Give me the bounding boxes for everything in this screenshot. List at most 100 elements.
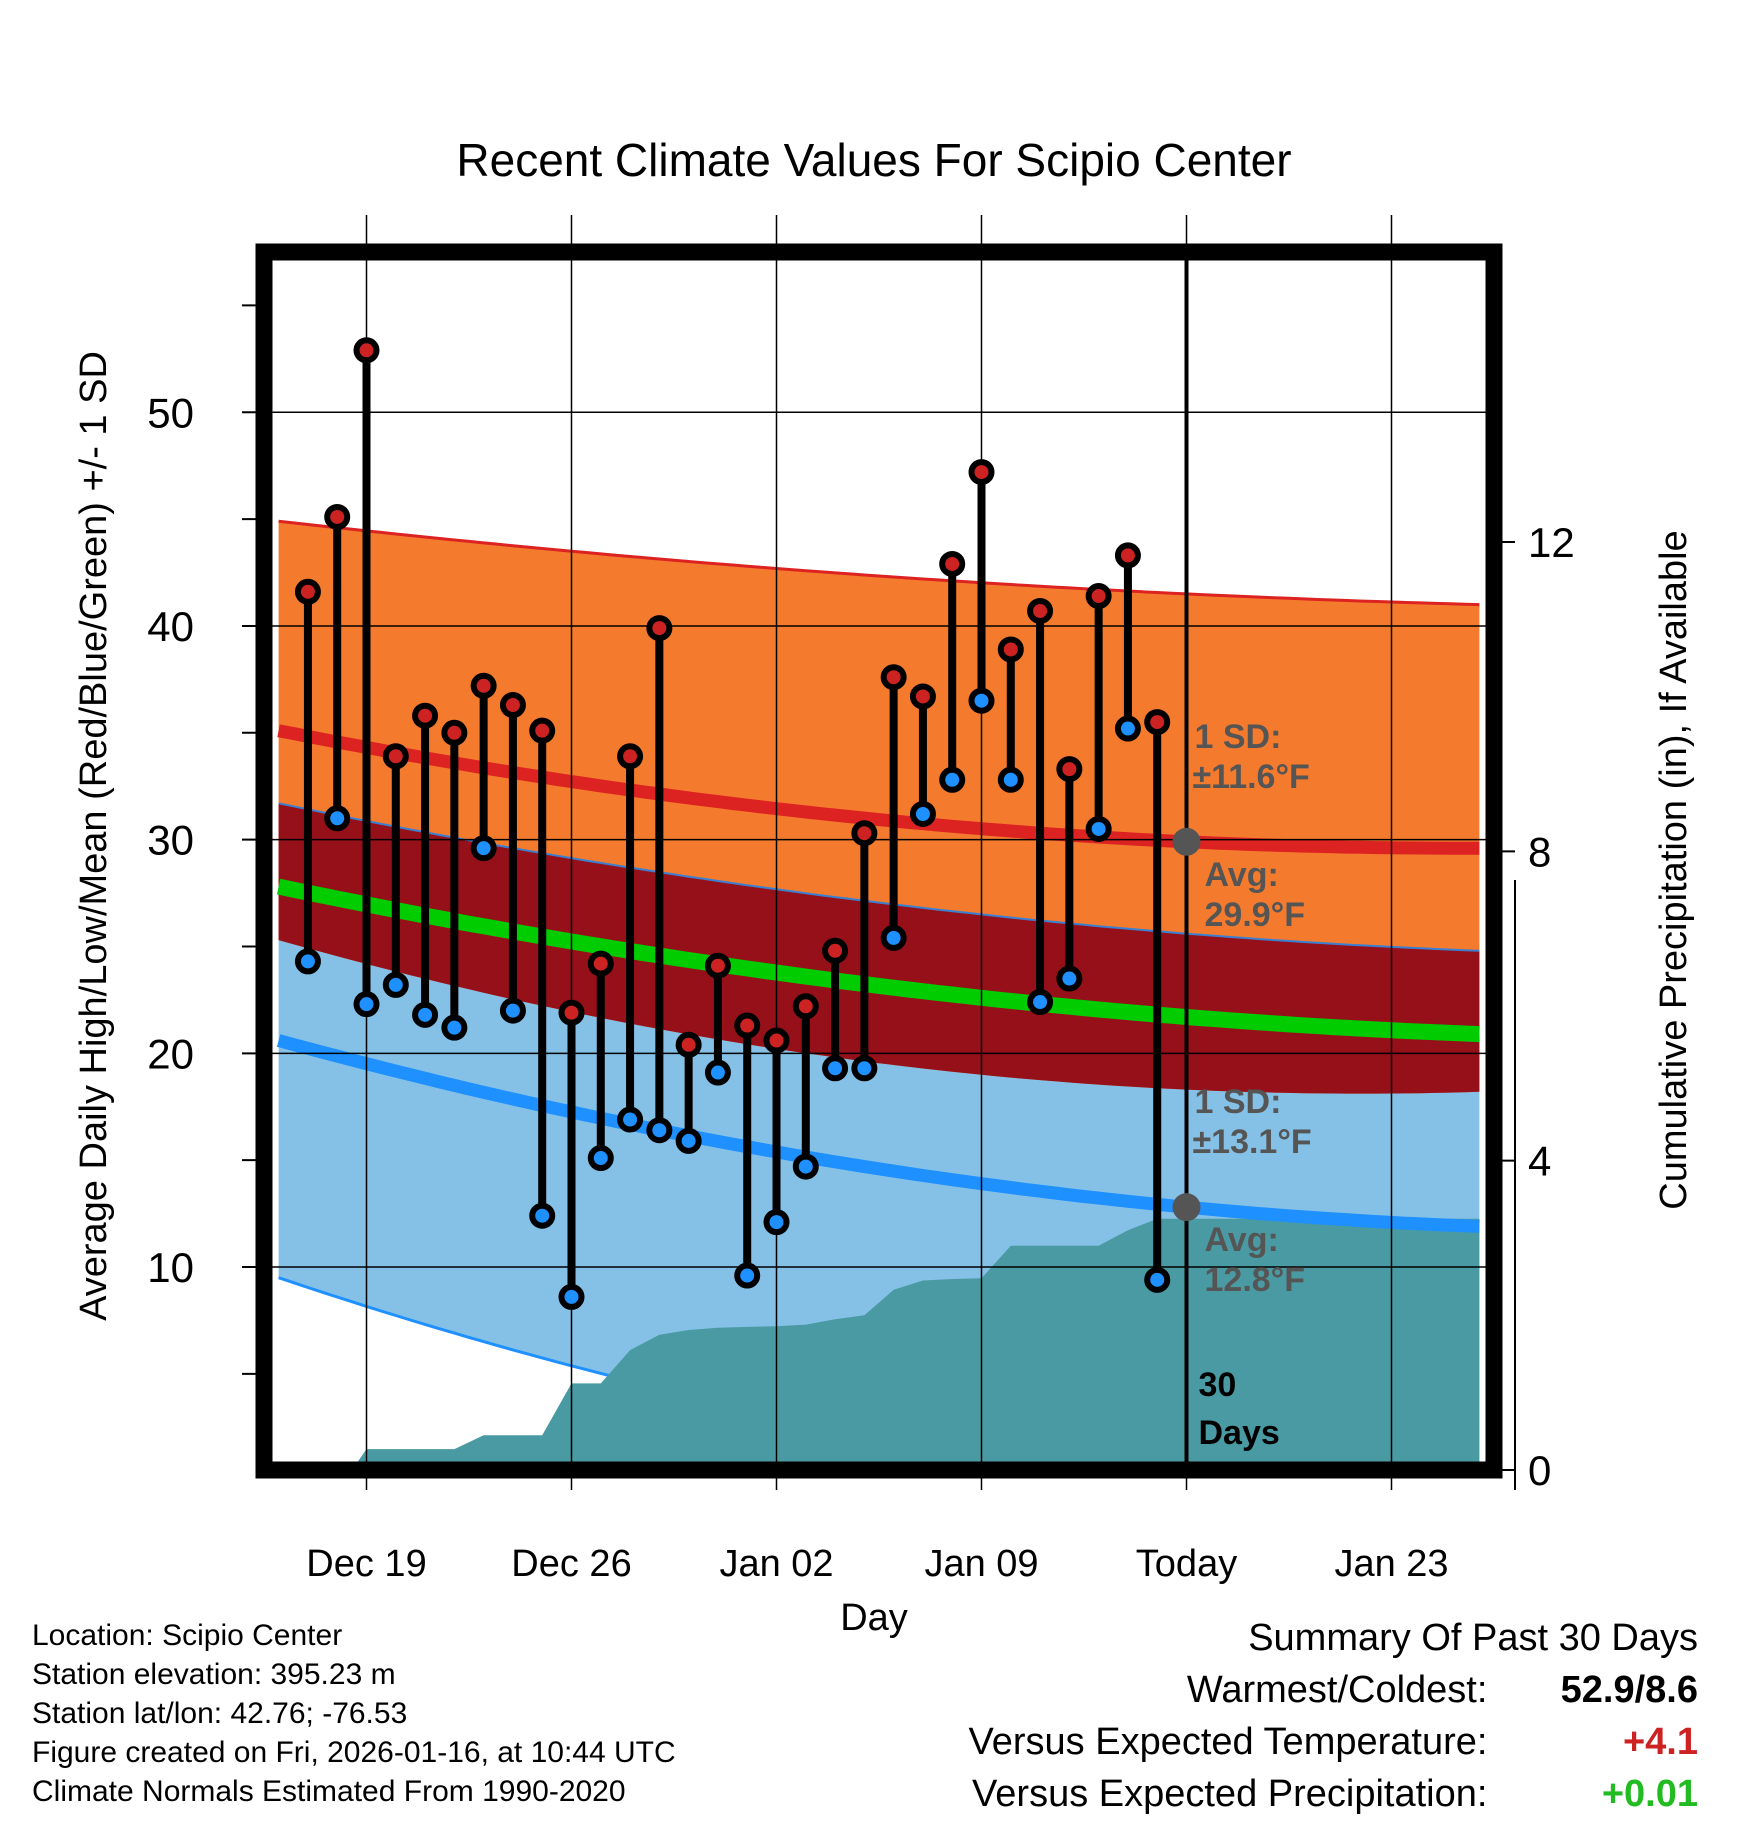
- station-elevation: Station elevation: 395.23 m: [32, 1658, 396, 1691]
- daily-high-point: [1056, 756, 1083, 783]
- high-plus-sd-line: [278, 519, 1480, 607]
- temp-departure-label: Versus Expected Temperature:: [968, 1721, 1488, 1763]
- daily-low-point: [1144, 1266, 1171, 1293]
- precipitation-area: [278, 1218, 1480, 1470]
- low-sd-label: 1 SD:: [1195, 1083, 1282, 1121]
- daily-low-point: [499, 997, 526, 1024]
- precip-departure-value: +0.01: [1601, 1773, 1698, 1815]
- y-tick-label: 30: [147, 817, 194, 864]
- daily-high-point: [763, 1027, 790, 1054]
- daily-low-point: [470, 835, 497, 862]
- y2-axis-label: Cumulative Precipitation (in), If Availa…: [1653, 530, 1695, 1209]
- daily-low-point: [1056, 965, 1083, 992]
- warmest-coldest-value: 52.9/8.6: [1560, 1669, 1698, 1711]
- warmest-coldest-row: Warmest/Coldest: 52.9/8.6: [969, 1664, 1698, 1716]
- daily-high-point: [909, 683, 936, 710]
- daily-low-point: [587, 1145, 614, 1172]
- daily-high-point: [880, 664, 907, 691]
- daily-high-point: [704, 952, 731, 979]
- daily-low-point: [792, 1153, 819, 1180]
- daily-low-point: [851, 1055, 878, 1082]
- temp-departure-value: +4.1: [1622, 1721, 1698, 1763]
- daily-high-point: [675, 1031, 702, 1058]
- plot-frame: [255, 243, 1503, 1479]
- y2-tick-label: 8: [1528, 828, 1551, 875]
- y-tick-label: 10: [147, 1244, 194, 1291]
- station-location: Location: Scipio Center: [32, 1619, 343, 1652]
- normal-mean-line: [276, 878, 1480, 1043]
- daily-high-point: [646, 615, 673, 642]
- days-count-number: 30: [1199, 1366, 1237, 1404]
- daily-high-point: [822, 937, 849, 964]
- daily-low-point: [909, 800, 936, 827]
- daily-low-point: [646, 1117, 673, 1144]
- daily-high-point: [499, 692, 526, 719]
- summary-title: Summary Of Past 30 Days: [1248, 1617, 1698, 1659]
- y-tick-label: 20: [147, 1030, 194, 1077]
- daily-high-point: [1027, 597, 1054, 624]
- daily-low-point: [324, 805, 351, 832]
- y2-tick-label: 12: [1528, 519, 1575, 566]
- y-tick-label: 50: [147, 389, 194, 436]
- daily-low-point: [997, 766, 1024, 793]
- x-axis-label: Day: [840, 1597, 908, 1639]
- normal-low-line: [276, 1034, 1480, 1233]
- daily-high-point: [617, 743, 644, 770]
- daily-low-point: [441, 1014, 468, 1041]
- x-tick-label: Dec 26: [511, 1543, 631, 1585]
- low-avg-value: 12.8°F: [1205, 1261, 1306, 1299]
- daily-high-point: [470, 672, 497, 699]
- daily-low-point: [1114, 715, 1141, 742]
- daily-high-point: [324, 503, 351, 530]
- daily-high-point: [997, 636, 1024, 663]
- x-tick-label: Today: [1136, 1543, 1237, 1585]
- high-sd-value: ±11.6°F: [1193, 758, 1310, 796]
- precip-departure-label: Versus Expected Precipitation:: [972, 1773, 1488, 1815]
- daily-high-point: [1085, 583, 1112, 610]
- daily-low-point: [1085, 815, 1112, 842]
- axes: 10 20 30 40 50 0 4 8 12 Dec 19 Dec 26 Jan 02 Jan 09 T…: [147, 304, 1575, 1585]
- daily-high-point: [851, 820, 878, 847]
- daily-low-point: [558, 1283, 585, 1310]
- daily-low-point: [382, 971, 409, 998]
- chart-title: Recent Climate Values For Scipio Center: [456, 134, 1291, 186]
- daily-low-point: [968, 687, 995, 714]
- high-sd-label: 1 SD:: [1195, 718, 1282, 756]
- daily-high-point: [1144, 709, 1171, 736]
- today-low-avg-point: [1172, 1193, 1201, 1222]
- figure-created: Figure created on Fri, 2026-01-16, at 10…: [32, 1736, 676, 1769]
- daily-high-point: [734, 1012, 761, 1039]
- warmest-coldest-label: Warmest/Coldest:: [1186, 1669, 1488, 1711]
- daily-high-point: [558, 999, 585, 1026]
- summary-panel: Summary Of Past 30 Days Warmest/Coldest:…: [969, 1612, 1698, 1820]
- daily-low-point: [822, 1055, 849, 1082]
- daily-low-point: [529, 1202, 556, 1229]
- daily-low-point: [353, 991, 380, 1018]
- y2-tick-label: 4: [1528, 1138, 1551, 1185]
- daily-high-point: [587, 950, 614, 977]
- precip-departure-row: Versus Expected Precipitation: +0.01: [969, 1768, 1698, 1820]
- daily-low-point: [763, 1209, 790, 1236]
- daily-observations: [294, 337, 1171, 1310]
- low-avg-label: Avg:: [1205, 1221, 1279, 1259]
- daily-low-point: [880, 924, 907, 951]
- daily-high-point: [968, 459, 995, 486]
- daily-high-point: [1114, 542, 1141, 569]
- daily-high-point: [382, 743, 409, 770]
- daily-low-point: [704, 1059, 731, 1086]
- daily-high-point: [412, 702, 439, 729]
- daily-high-point: [353, 337, 380, 364]
- daily-low-point: [734, 1262, 761, 1289]
- x-tick-label: Jan 09: [924, 1543, 1038, 1585]
- x-tick-label: Jan 02: [719, 1543, 833, 1585]
- daily-low-point: [939, 766, 966, 793]
- x-tick-label: Dec 19: [306, 1543, 426, 1585]
- station-info: Location: Scipio Center Station elevatio…: [32, 1616, 676, 1811]
- daily-high-point: [792, 993, 819, 1020]
- daily-low-point: [412, 1001, 439, 1028]
- climate-normals-note: Climate Normals Estimated From 1990-2020: [32, 1775, 626, 1808]
- plot-area: [276, 519, 1480, 1470]
- y2-tick-label: 0: [1528, 1447, 1551, 1494]
- y-axis-label: Average Daily High/Low/Mean (Red/Blue/Gr…: [73, 351, 115, 1321]
